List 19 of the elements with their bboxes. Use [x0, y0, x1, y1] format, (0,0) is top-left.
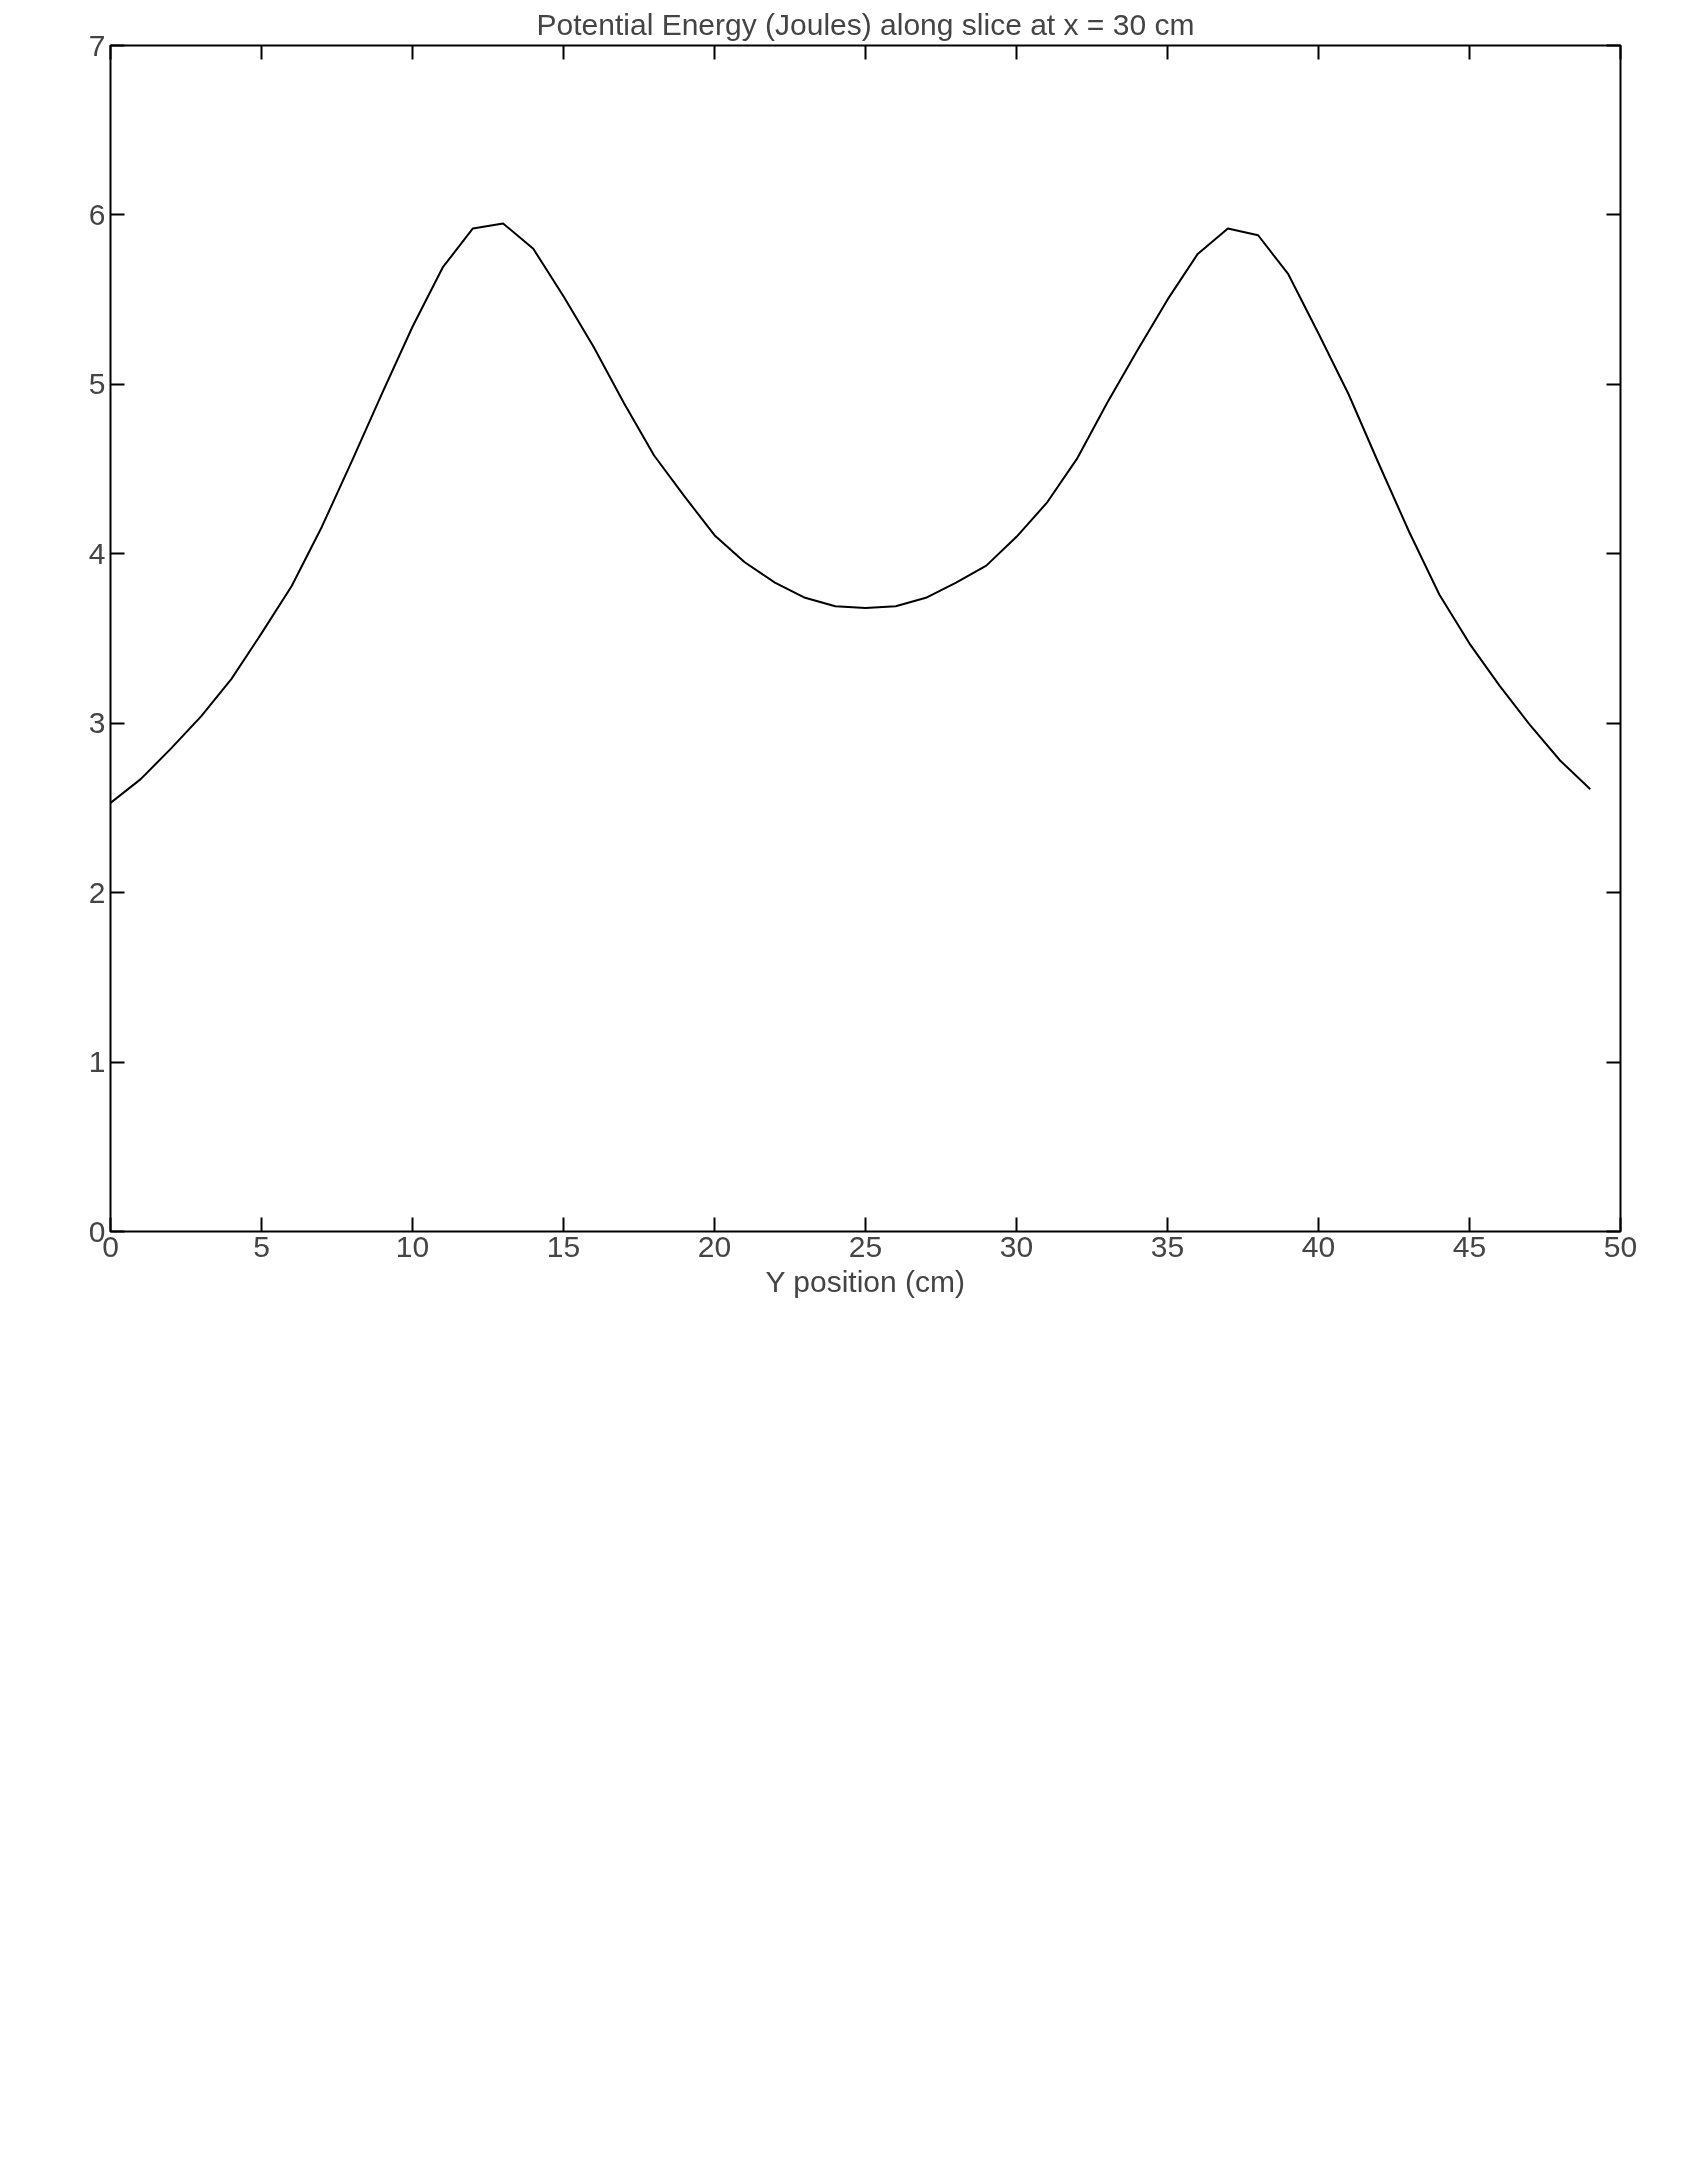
y-tick-label: 6 — [88, 197, 106, 231]
y-tick-label: 2 — [88, 875, 106, 909]
chart-title: Potential Energy (Joules) along slice at x = 30 cm — [536, 7, 1195, 41]
x-tick-label: 25 — [848, 1229, 883, 1263]
x-tick-label: 10 — [395, 1229, 430, 1263]
x-tick-label: 40 — [1301, 1229, 1336, 1263]
x-axis-title: Y position (cm) — [765, 1264, 965, 1298]
y-tick-label: 5 — [88, 367, 106, 401]
y-tick-label: 3 — [88, 706, 106, 740]
x-tick-label: 30 — [999, 1229, 1034, 1263]
y-tick-label: 1 — [88, 1045, 106, 1079]
x-tick-label: 20 — [697, 1229, 732, 1263]
x-tick-label: 35 — [1150, 1229, 1185, 1263]
y-tick-label: 4 — [88, 536, 106, 570]
y-tick-label: 7 — [88, 28, 106, 62]
x-tick-label: 50 — [1603, 1229, 1638, 1263]
x-tick-label: 5 — [253, 1229, 270, 1263]
x-tick-label: 15 — [546, 1229, 581, 1263]
x-tick-label: 45 — [1452, 1229, 1487, 1263]
